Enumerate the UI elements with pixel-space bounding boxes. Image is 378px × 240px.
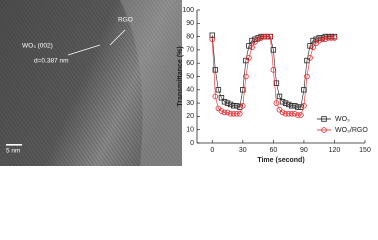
data-point [325,35,332,41]
data-point [295,104,301,110]
data-point [227,110,234,117]
data-point [230,110,237,117]
data-point [234,103,240,109]
lattice-fringes [0,0,182,166]
scale-label: 5 nm [6,148,20,155]
x-tick-label: 90 [300,147,308,154]
y-tick-label: 10 [186,127,194,134]
data-point [236,110,243,117]
figure: RGO WO₃ (002) d=0.387 nm 5 nm 0 10 20 30 40 5… [0,0,371,166]
data-point [301,87,307,93]
data-point [212,67,219,73]
data-point [288,110,295,117]
data-point [227,101,234,108]
y-tick-label: 100 [182,7,194,14]
data-point [276,93,283,100]
data-point [322,36,329,43]
data-point [316,37,322,44]
data-point [221,109,228,116]
data-point [298,112,304,118]
data-point [279,109,286,116]
data-point [273,80,280,86]
legend-label: WO₃/RGO [335,127,368,134]
y-tick-label: 90 [186,20,194,27]
legend-marker [321,116,327,122]
data-point [307,55,313,61]
y-tick-label: 40 [186,87,194,94]
data-point [307,43,313,49]
rgo-arrow [109,29,126,46]
x-tick-label: 60 [269,147,277,154]
y-tick-label: 70 [186,47,194,54]
data-point [261,33,268,40]
y-axis-label: Transmittance (%) [177,46,184,106]
spacing-marker [67,44,101,56]
series-line [211,36,335,116]
data-point [270,67,277,73]
y-tick-label: 0 [190,140,194,147]
data-point [240,87,246,93]
data-point [255,36,261,43]
x-tick-label: 30 [239,147,247,154]
data-point [285,110,292,117]
data-point [279,99,286,105]
data-point [258,35,264,41]
data-point [240,102,246,109]
data-point [319,36,326,43]
chart: 0 10 20 30 40 50 60 70 80 90 100 0 30 60 90 120 150 Time … [177,7,371,164]
data-point [282,100,289,106]
data-point [215,87,222,93]
data-point [316,35,322,41]
data-point [230,103,237,109]
y-tick-label: 30 [186,100,194,107]
data-point [304,73,310,80]
data-point [328,35,335,41]
spacing-label: d=0.387 nm [34,58,69,65]
rgo-layer [120,0,182,166]
data-point [331,35,338,41]
data-point [246,55,252,61]
data-point [249,37,255,44]
data-point [209,36,216,43]
data-point [218,95,225,101]
x-tick-label: 120 [329,147,341,154]
data-point [273,100,280,106]
legend-label: WO₃ [335,116,350,123]
data-point [292,103,298,109]
data-point [313,36,319,42]
data-point [301,102,307,109]
data-point [291,110,298,117]
scale-bar [6,144,22,146]
y-tick-label: 50 [186,73,194,80]
data-point [270,47,277,53]
y-tick-label: 60 [186,60,194,67]
data-point [212,93,219,100]
plane-label: WO₃ (002) [22,43,53,50]
legend-marker [321,127,327,133]
data-point [282,110,289,117]
y-tick-label: 80 [186,33,194,40]
x-tick-label: 0 [210,147,214,154]
data-point [285,101,292,108]
data-point [249,44,255,51]
data-point [267,33,274,40]
data-point [243,73,249,80]
y-tick-label: 20 [186,113,194,120]
tem-image: RGO WO₃ (002) d=0.387 nm 5 nm [0,0,182,166]
data-point [224,109,231,116]
data-point [288,103,295,109]
data-point [209,32,215,38]
region-label: RGO [118,17,133,24]
x-tick-label: 150 [359,147,371,154]
data-point [264,33,271,40]
data-point [246,43,252,49]
data-point [298,104,304,110]
data-point [221,99,228,105]
data-point [218,108,225,114]
data-point [294,112,301,118]
data-point [224,100,231,106]
x-axis-label: Time (second) [257,157,304,164]
data-point [233,110,240,117]
data-point [310,44,316,51]
